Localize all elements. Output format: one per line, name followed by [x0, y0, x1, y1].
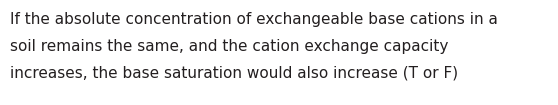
Text: soil remains the same, and the cation exchange capacity: soil remains the same, and the cation ex… — [10, 39, 449, 54]
Text: increases, the base saturation would also increase (T or F): increases, the base saturation would als… — [10, 66, 458, 81]
Text: If the absolute concentration of exchangeable base cations in a: If the absolute concentration of exchang… — [10, 12, 498, 27]
